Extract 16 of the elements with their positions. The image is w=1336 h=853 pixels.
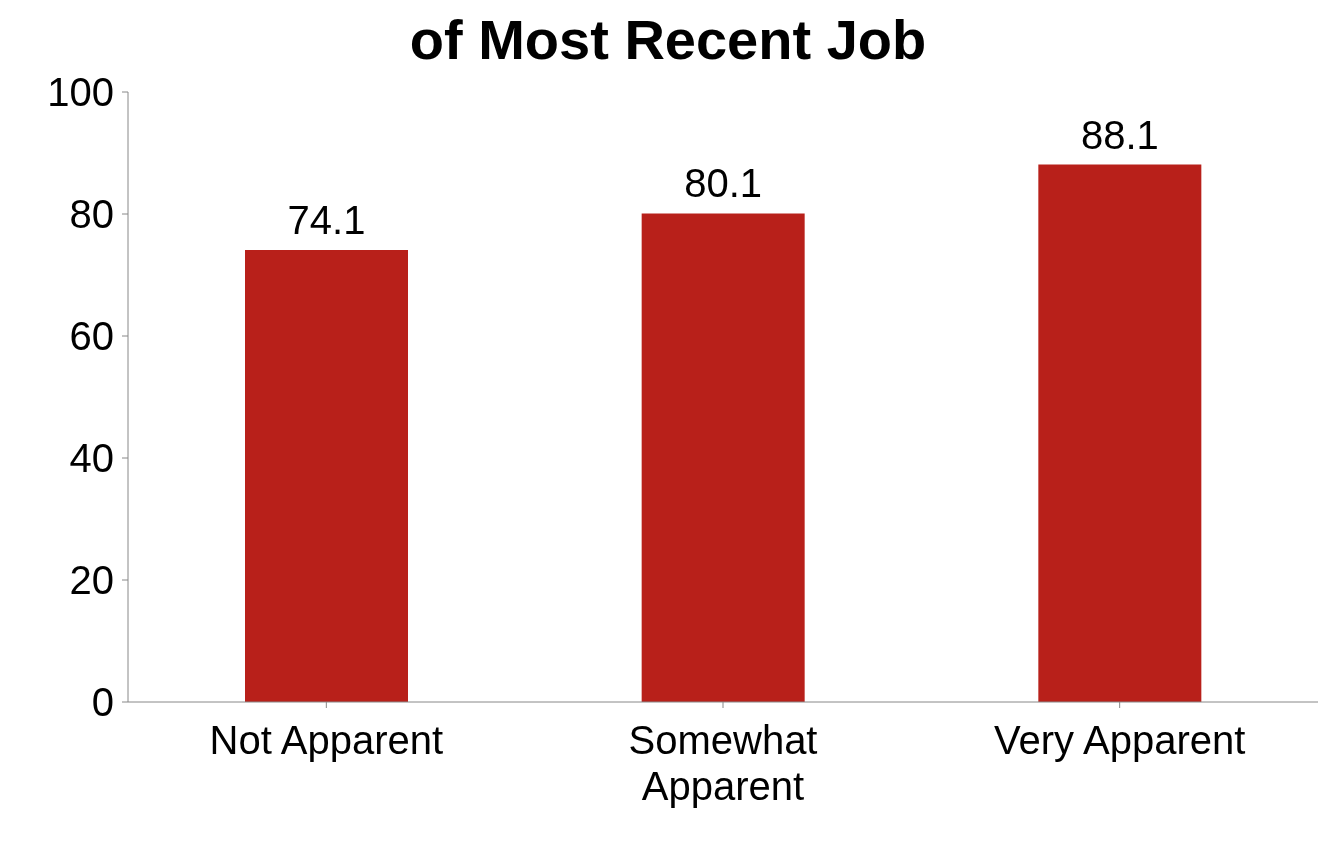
y-tick-label: 60 — [69, 314, 114, 359]
data-label: 88.1 — [1080, 112, 1159, 157]
y-tick-label: 80 — [69, 192, 114, 237]
bar — [245, 249, 408, 702]
y-tick-label: 20 — [69, 558, 114, 603]
bar — [1038, 164, 1202, 702]
x-tick-label: Very Apparent — [994, 718, 1246, 762]
data-label: 80.1 — [684, 161, 763, 206]
y-tick-label: 0 — [91, 680, 114, 725]
y-tick-label: 40 — [69, 436, 114, 481]
data-label: 74.1 — [287, 197, 366, 242]
x-tick-label: Somewhat Apparent — [628, 718, 818, 808]
bar — [641, 213, 805, 702]
y-tick-label: 100 — [47, 70, 114, 115]
chart-title: of Most Recent Job — [408, 8, 928, 72]
x-tick-label: Not Apparent — [209, 718, 444, 762]
